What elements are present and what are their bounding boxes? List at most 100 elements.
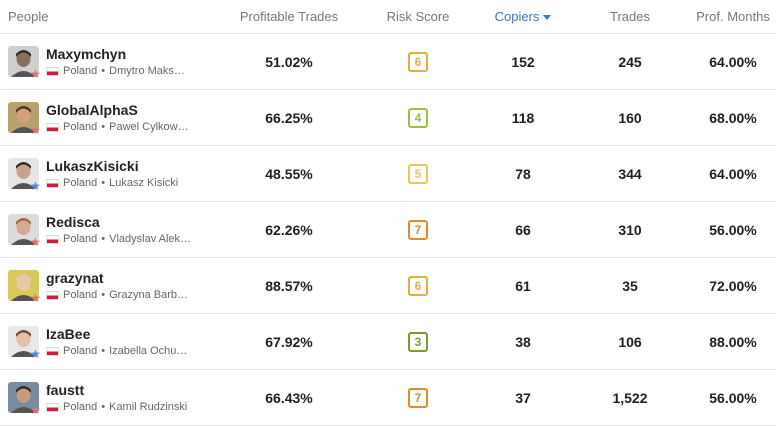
full-name: Dmytro Maks… [109, 65, 185, 77]
username-link[interactable]: Maxymchyn [46, 46, 127, 62]
user-info: LukaszKisicki Poland • Lukasz Kisicki [46, 158, 178, 189]
avatar-image [8, 325, 39, 357]
user-subtitle: Poland • Kamil Rudzinski [46, 401, 187, 413]
table-row[interactable]: ★ LukaszKisicki Poland • Lukasz Kisicki … [0, 146, 776, 202]
prof-months-value: 56.00% [709, 389, 757, 406]
trades-value: 344 [618, 165, 642, 182]
avatar[interactable]: ★ [8, 325, 41, 360]
risk-score-cell: 5 [360, 163, 476, 184]
username-link[interactable]: LukaszKisicki [46, 158, 139, 174]
separator-dot: • [101, 121, 106, 133]
profitable-trades-value: 51.02% [265, 53, 313, 70]
full-name: Grazyna Barb… [109, 289, 188, 301]
user-subtitle: Poland • Izabella Ochu… [46, 345, 187, 357]
username-link[interactable]: IzaBee [46, 326, 91, 342]
user-info: IzaBee Poland • Izabella Ochu… [46, 326, 187, 357]
avatar-image [8, 45, 39, 77]
copiers-value: 37 [515, 389, 531, 406]
avatar-image [8, 381, 39, 413]
separator-dot: • [101, 65, 106, 77]
prof-months-value: 88.00% [709, 333, 757, 350]
user-info: grazynat Poland • Grazyna Barb… [46, 270, 188, 301]
copiers-value: 66 [515, 221, 531, 238]
people-cell: ★ GlobalAlphaS Poland • Pawel Cylkow… [0, 101, 218, 137]
copiers-value: 118 [511, 109, 535, 126]
star-icon: ★ [30, 122, 41, 137]
risk-score-badge: 7 [408, 387, 428, 408]
avatar-image [8, 101, 39, 133]
avatar[interactable]: ★ [8, 101, 41, 137]
user-subtitle: Poland • Pawel Cylkow… [46, 121, 189, 133]
poland-flag-icon [46, 234, 59, 244]
avatar[interactable]: ★ [8, 269, 41, 305]
separator-dot: • [101, 345, 106, 357]
prof-months-value: 56.00% [709, 221, 757, 238]
star-icon: ★ [30, 66, 41, 81]
copiers-value: 38 [515, 333, 531, 350]
avatar[interactable]: ★ [8, 157, 41, 193]
profitable-trades-value: 66.25% [265, 109, 313, 126]
risk-score-badge: 3 [408, 331, 428, 352]
separator-dot: • [101, 289, 106, 301]
trades-value: 106 [618, 333, 642, 350]
poland-flag-icon [46, 122, 59, 132]
profitable-trades-value: 67.92% [265, 333, 313, 350]
country-label: Poland [63, 121, 98, 133]
user-info: faustt Poland • Kamil Rudzinski [46, 382, 187, 413]
people-cell: ★ grazynat Poland • Grazyna Barb… [0, 269, 218, 305]
risk-score-badge: 4 [408, 107, 428, 128]
avatar[interactable]: ★ [8, 381, 41, 416]
avatar[interactable]: ★ [8, 45, 41, 81]
user-subtitle: Poland • Dmytro Maks… [46, 65, 185, 77]
prof-months-value: 64.00% [709, 53, 757, 70]
header-risk-score[interactable]: Risk Score [386, 9, 450, 24]
star-icon: ★ [30, 178, 41, 193]
table-row[interactable]: ★ Redisca Poland • Vladyslav Alek… 62.26… [0, 202, 776, 258]
star-icon: ★ [30, 234, 41, 249]
avatar[interactable]: ★ [8, 213, 41, 249]
risk-score-cell: 6 [360, 275, 476, 296]
header-profitable-trades[interactable]: Profitable Trades [239, 9, 339, 24]
header-copiers[interactable]: Copiers [476, 9, 570, 24]
risk-score-cell: 7 [360, 387, 476, 408]
user-subtitle: Poland • Vladyslav Alek… [46, 233, 191, 245]
country-label: Poland [63, 345, 98, 357]
table-row[interactable]: ★ GlobalAlphaS Poland • Pawel Cylkow… 66… [0, 90, 776, 146]
header-trades[interactable]: Trades [610, 9, 650, 24]
username-link[interactable]: grazynat [46, 270, 104, 286]
table-row[interactable]: ★ faustt Poland • Kamil Rudzinski 66.43%… [0, 370, 776, 426]
username-link[interactable]: faustt [46, 382, 85, 398]
people-cell: ★ LukaszKisicki Poland • Lukasz Kisicki [0, 157, 218, 193]
people-cell: ★ Maxymchyn Poland • Dmytro Maks… [0, 45, 218, 81]
header-people[interactable]: People [8, 9, 49, 24]
full-name: Kamil Rudzinski [109, 401, 188, 413]
user-info: Redisca Poland • Vladyslav Alek… [46, 214, 191, 245]
username-link[interactable]: Redisca [46, 214, 100, 230]
risk-score-badge: 5 [408, 163, 428, 184]
user-subtitle: Poland • Grazyna Barb… [46, 289, 188, 301]
star-icon: ★ [30, 290, 41, 305]
profitable-trades-value: 66.43% [265, 389, 313, 406]
profitable-trades-value: 48.55% [265, 165, 313, 182]
full-name: Lukasz Kisicki [109, 177, 179, 189]
avatar-image [8, 157, 39, 189]
username-link[interactable]: GlobalAlphaS [46, 102, 138, 118]
risk-score-cell: 7 [360, 219, 476, 240]
prof-months-value: 64.00% [709, 165, 757, 182]
risk-score-badge: 7 [408, 219, 428, 240]
risk-score-cell: 3 [360, 331, 476, 352]
poland-flag-icon [46, 402, 59, 412]
country-label: Poland [63, 401, 98, 413]
table-row[interactable]: ★ IzaBee Poland • Izabella Ochu… 67.92% … [0, 314, 776, 370]
user-subtitle: Poland • Lukasz Kisicki [46, 177, 178, 189]
table-row[interactable]: ★ grazynat Poland • Grazyna Barb… 88.57%… [0, 258, 776, 314]
trades-value: 160 [618, 109, 642, 126]
table-header: People Profitable Trades Risk Score Copi… [0, 0, 776, 34]
prof-months-value: 68.00% [709, 109, 757, 126]
trades-value: 1,522 [612, 389, 648, 406]
country-label: Poland [63, 177, 98, 189]
separator-dot: • [101, 177, 106, 189]
header-prof-months[interactable]: Prof. Months [696, 9, 770, 24]
table-row[interactable]: ★ Maxymchyn Poland • Dmytro Maks… 51.02%… [0, 34, 776, 90]
